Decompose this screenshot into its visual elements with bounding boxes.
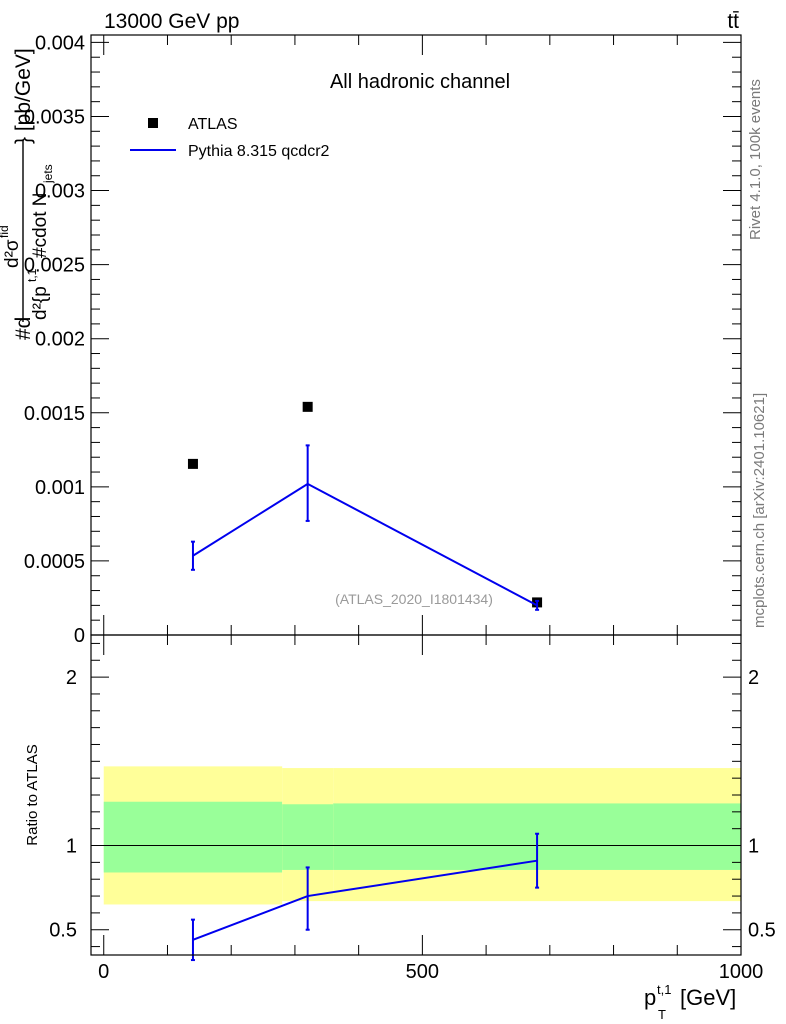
legend-pythia-label: Pythia 8.315 qcdcr2 [188,143,330,160]
ylabel-numerator: d²σ [2,239,23,268]
main-y-tick-label: 0.004 [35,32,85,54]
ylabel-prefix: #d [12,317,35,340]
ratio-y-tick-label-right: 2 [748,667,759,689]
main-y-axis-label: #d d²σ fid d²{p t,1 #cdot N jets } [pb/G… [0,48,55,340]
analysis-watermark: (ATLAS_2020_I1801434) [335,591,493,607]
ratio-panel: 0.5 0.5 1 1 2 2 0 500 1000 Ratio to ATLAS [24,634,776,983]
ylabel-cdot-n: #cdot N [30,193,51,258]
ratio-inner-band [103,801,283,873]
ylabel-denominator: d²{p [30,286,51,320]
main-axis-ticks: 0 0.0005 0.001 0.0015 0.002 0.0025 0.003 0.0035… [24,32,742,647]
atlas-data-point [187,458,198,469]
pythia-series-line [192,482,538,607]
xlabel-superscript: t,1 [657,982,671,997]
main-y-tick-label: 0.002 [35,329,85,351]
main-panel: 0 0.0005 0.001 0.0015 0.002 0.0025 0.003 0.0035… [0,32,742,647]
ratio-uncertainty-bands [103,766,741,905]
header-process-label: tt̄ [727,10,739,33]
ratio-y-tick-label: 0.5 [49,920,77,942]
x-tick-label: 0 [98,961,109,983]
xlabel-p: p [644,985,656,1010]
header-energy-label: 13000 GeV pp [104,10,239,33]
chart-title: All hadronic channel [330,71,510,93]
legend-atlas-label: ATLAS [188,116,238,133]
main-y-tick-label: 0.001 [35,477,85,499]
main-y-tick-label: 0.0015 [24,403,85,425]
main-data-layer [187,401,543,611]
rivet-version-label: Rivet 4.1.0, 100k events [747,79,764,240]
main-y-tick-label: 0.0025 [24,255,85,277]
x-tick-label: 1000 [719,961,764,983]
xlabel-subscript: T [658,1007,666,1022]
x-axis-label: p t,1 T [GeV] [644,982,736,1022]
ylabel-unit: } [pb/GeV] [12,48,35,144]
main-y-tick-label: 0 [74,625,85,647]
xlabel-unit: [GeV] [680,985,736,1010]
ylabel-jets-subscript: jets [41,164,55,184]
ylabel-numerator-superscript: fid [0,225,11,238]
ratio-y-tick-label-right: 0.5 [748,920,776,942]
ratio-axis-ticks: 0.5 0.5 1 1 2 2 0 500 1000 [49,635,776,983]
legend-atlas-marker [148,118,158,128]
ratio-data-layer [91,832,741,962]
ratio-y-tick-label: 1 [66,836,77,858]
legend: ATLAS Pythia 8.315 qcdcr2 [130,116,330,160]
main-y-tick-label: 0.0035 [24,106,85,128]
ratio-y-axis-label: Ratio to ATLAS [24,744,41,845]
mcplots-credit-label: mcplots.cern.ch [arXiv:2401.10621] [751,393,768,628]
ratio-y-tick-label-right: 1 [748,836,759,858]
atlas-data-point [302,401,313,412]
ratio-inner-band [282,804,334,870]
main-y-tick-label: 0.0005 [24,551,85,573]
x-tick-label: 500 [406,961,439,983]
main-y-tick-label: 0.003 [35,181,85,203]
ylabel-denominator-superscript: t,1 [25,268,39,282]
ratio-y-tick-label: 2 [66,667,77,689]
